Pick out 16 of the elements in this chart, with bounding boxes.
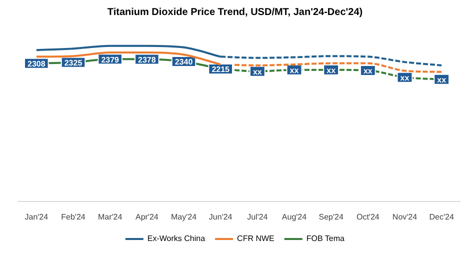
chart-title: Titanium Dioxide Price Trend, USD/MT, Jan'24-Dec'24): [107, 6, 363, 18]
x-tick-label: Jan'24: [24, 212, 49, 222]
x-tick-label: May'24: [170, 212, 198, 222]
x-tick-label: Oct'24: [356, 212, 380, 222]
x-tick-label: Aug'24: [282, 212, 308, 222]
x-tick-label: Apr'24: [135, 212, 159, 222]
x-tick-label: Mar'24: [98, 212, 123, 222]
x-tick-label: Jul'24: [247, 212, 268, 222]
legend-label: FOB Tema: [306, 234, 346, 244]
legend-label: CFR NWE: [237, 234, 274, 244]
x-tick-label: Nov'24: [392, 212, 418, 222]
x-tick-label: Feb'24: [61, 212, 86, 222]
legend-label: Ex-Works China: [147, 234, 206, 244]
x-tick-label: Jun'24: [208, 212, 233, 222]
x-tick-label: Dec'24: [429, 212, 454, 222]
x-tick-label: Sep'24: [318, 212, 344, 222]
